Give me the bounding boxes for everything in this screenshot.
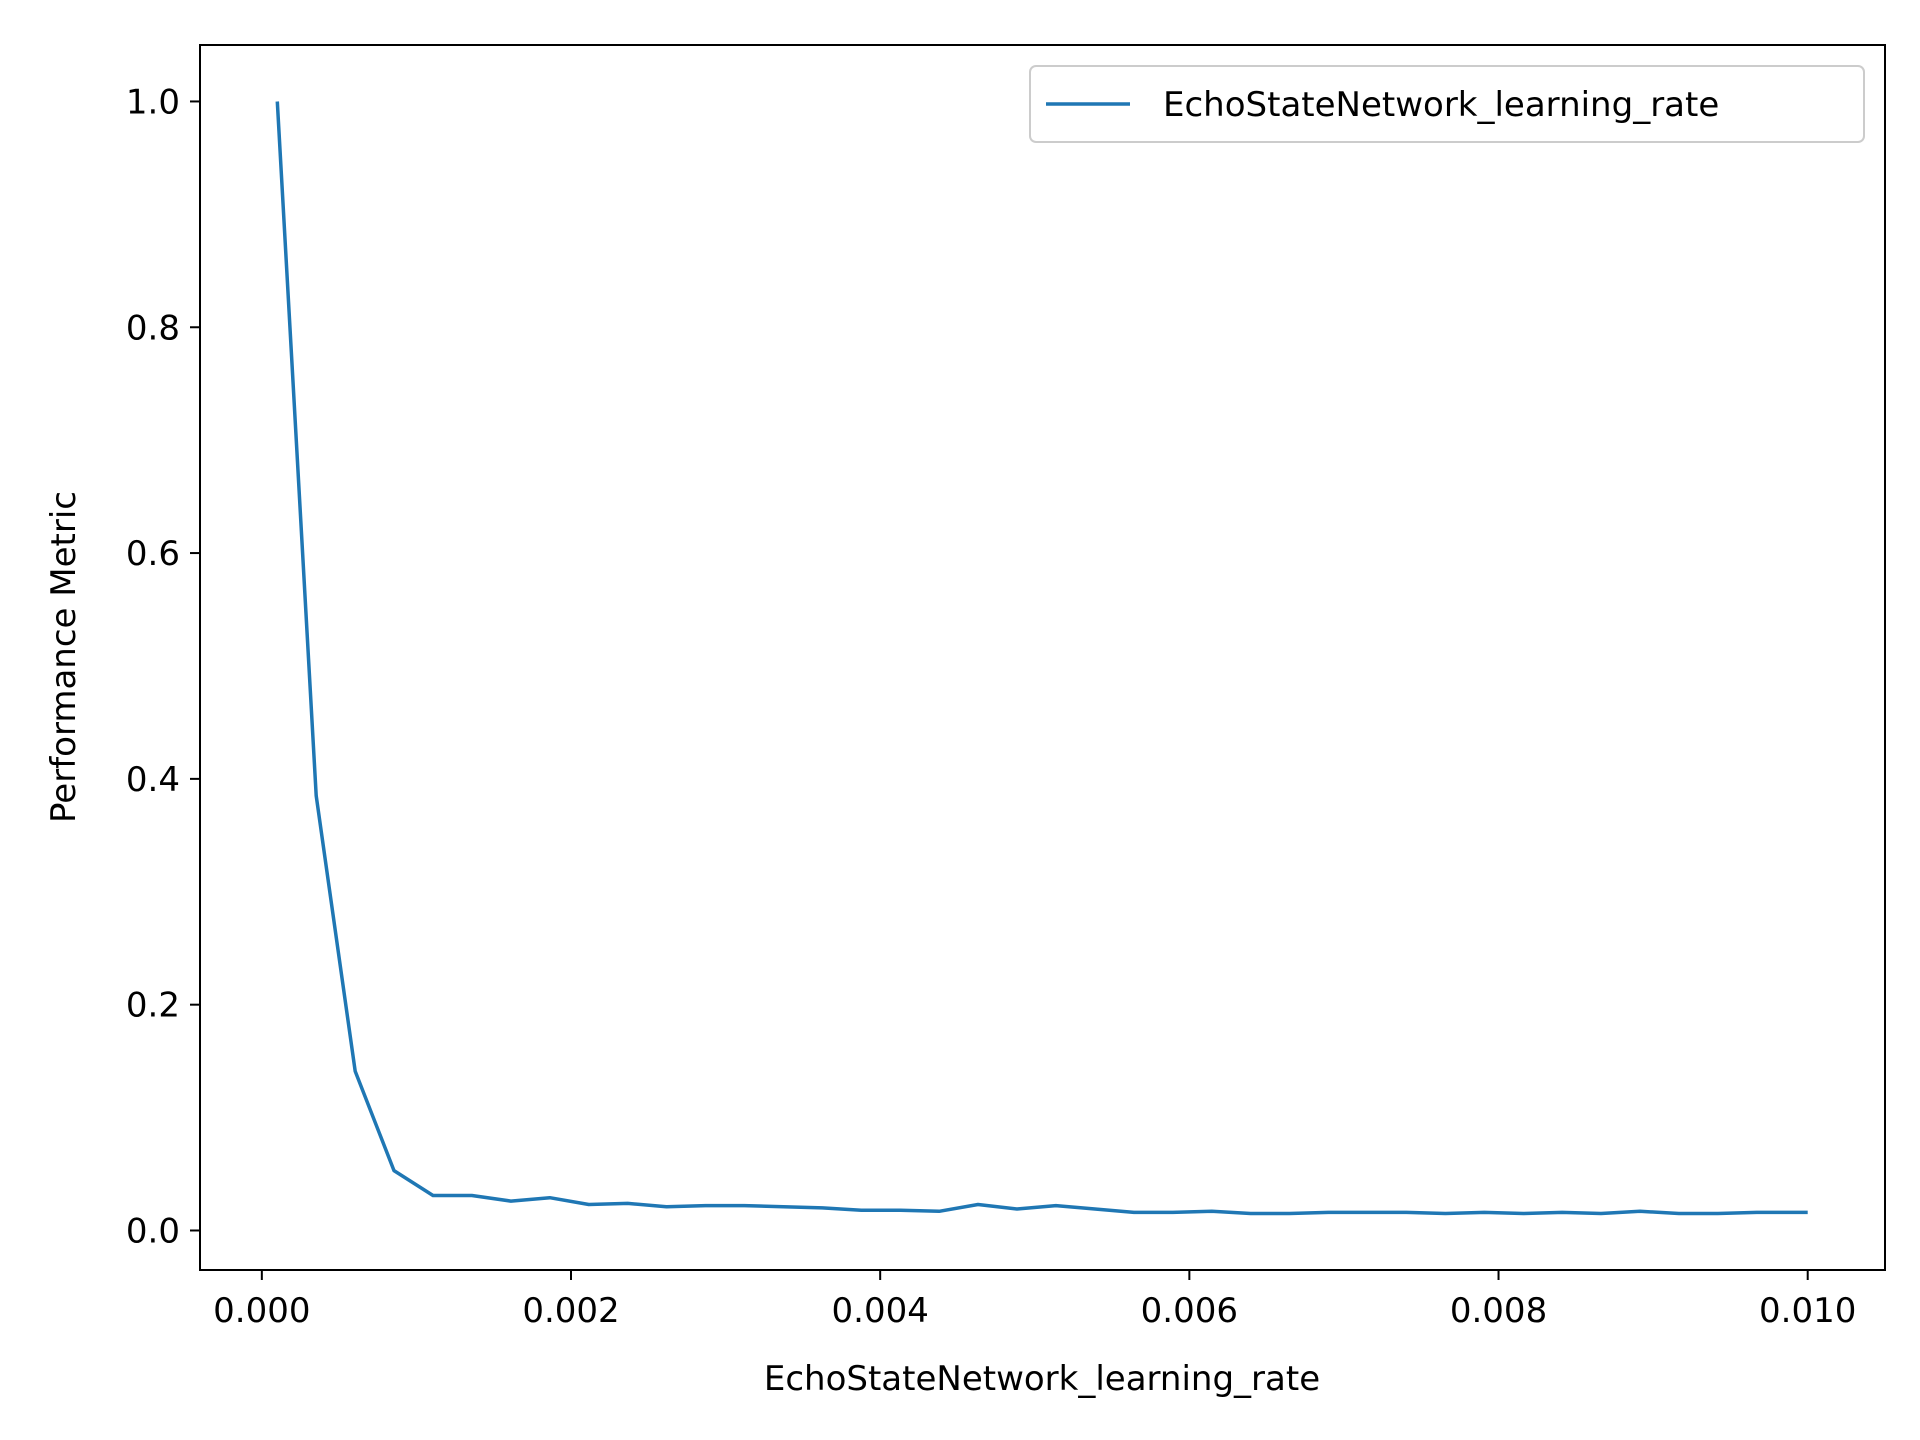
y-tick-label: 0.0: [126, 1211, 180, 1251]
y-axis-label: Performance Metric: [44, 491, 84, 823]
plot-frame: [199, 44, 1886, 1271]
x-tick-label: 0.000: [213, 1291, 310, 1331]
plot-area: [200, 45, 1885, 1270]
legend-box: [1029, 65, 1865, 143]
series-line-0: [275, 101, 1808, 1216]
x-tick-label: 0.010: [1759, 1291, 1856, 1331]
y-axis: 0.0 0.2 0.4 0.6 0.8 1.0: [126, 82, 200, 1251]
x-tick-label: 0.004: [832, 1291, 929, 1331]
y-tick-label: 0.2: [126, 986, 180, 1026]
x-tick-label: 0.008: [1450, 1291, 1547, 1331]
series-layer: [275, 101, 1808, 1216]
y-tick-label: 0.4: [126, 760, 180, 800]
legend: EchoStateNetwork_learning_rate: [1029, 65, 1865, 143]
y-tick-label: 0.6: [126, 534, 180, 574]
x-tick-label: 0.006: [1141, 1291, 1238, 1331]
x-axis: 0.000 0.002 0.004 0.006 0.008 0.010: [213, 1270, 1856, 1331]
y-tick-label: 1.0: [126, 82, 180, 122]
x-tick-label: 0.002: [522, 1291, 619, 1331]
y-tick-label: 0.8: [126, 308, 180, 348]
legend-label: EchoStateNetwork_learning_rate: [1163, 85, 1719, 125]
x-axis-label: EchoStateNetwork_learning_rate: [764, 1359, 1320, 1399]
